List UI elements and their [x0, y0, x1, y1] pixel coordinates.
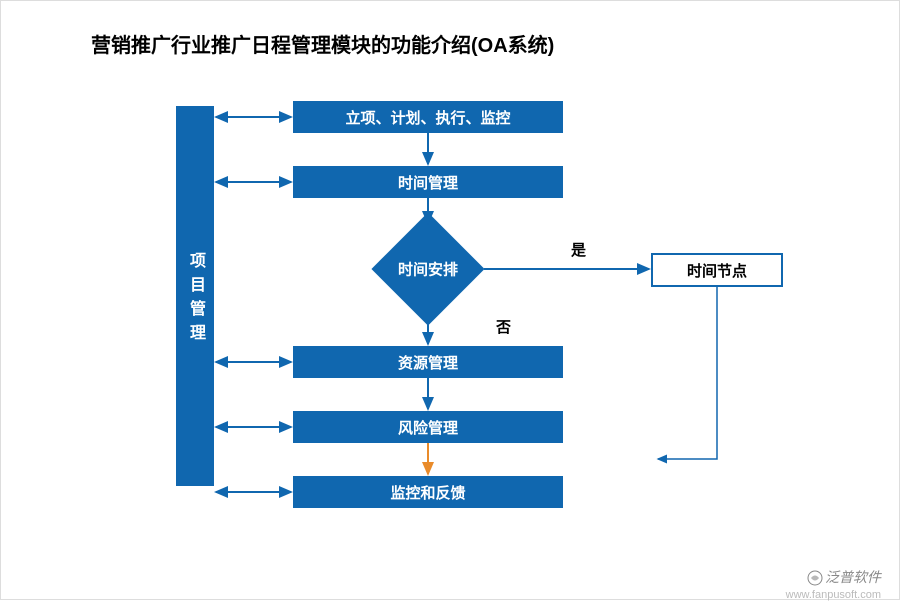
node-n2: 时间管理 — [293, 166, 563, 198]
watermark-brand: 泛普软件 — [807, 567, 881, 587]
node-n5-label: 监控和反馈 — [390, 482, 465, 503]
node-n3-label: 资源管理 — [398, 352, 458, 373]
node-n3: 资源管理 — [293, 346, 563, 378]
label-no: 否 — [496, 316, 511, 337]
node-n2-label: 时间管理 — [398, 172, 458, 193]
node-right: 时间节点 — [651, 253, 783, 287]
node-n4: 风险管理 — [293, 411, 563, 443]
node-right-label: 时间节点 — [687, 260, 747, 281]
node-n1: 立项、计划、执行、监控 — [293, 101, 563, 133]
node-sidebar: 项目管理 — [176, 106, 214, 486]
page-title: 营销推广行业推广日程管理模块的功能介绍(OA系统) — [91, 29, 554, 58]
watermark-url: www.fanpusoft.com — [786, 589, 881, 601]
node-sidebar-label: 项目管理 — [183, 252, 207, 348]
node-n1-label: 立项、计划、执行、监控 — [345, 107, 510, 128]
node-n5: 监控和反馈 — [293, 476, 563, 508]
label-yes: 是 — [571, 239, 586, 260]
node-n4-label: 风险管理 — [398, 417, 458, 438]
node-decision-label: 时间安排 — [398, 259, 458, 280]
